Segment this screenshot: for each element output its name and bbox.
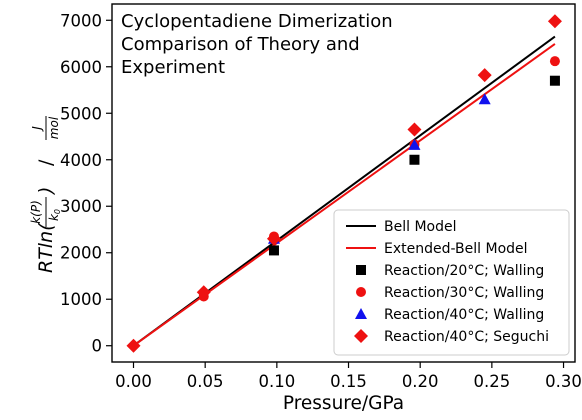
x-tick-label: 0.15	[330, 372, 367, 391]
legend-label: Reaction/40°C; Walling	[384, 307, 544, 323]
y-label-frac-den-sub: 0	[53, 209, 62, 214]
x-axis-label: Pressure/GPa	[283, 393, 404, 414]
data-markers	[126, 14, 562, 353]
plot-area	[111, 3, 576, 363]
legend-marker-swatch	[356, 265, 366, 275]
chart-title: Cyclopentadiene Dimerization Comparison …	[121, 11, 393, 78]
y-tick-label: 5000	[60, 104, 102, 123]
x-tick-label: 0.05	[187, 372, 224, 391]
legend: Bell Model Extended-Bell Model Reaction/20…	[333, 209, 570, 356]
y-label-frac-num: k(P)	[29, 200, 43, 224]
y-tick-label: 2000	[60, 244, 102, 263]
legend-items: Bell Model Extended-Bell Model Reaction/20…	[346, 219, 549, 345]
square-marker-point	[409, 154, 420, 165]
legend-label: Bell Model	[384, 219, 456, 235]
y-axis-ticks: 0 1000 2000 3000 4000 5000 6000 7000	[60, 11, 112, 356]
y-tick-label: 0	[92, 337, 103, 356]
triangle-marker-point	[478, 93, 491, 105]
y-tick-label: 3000	[60, 197, 102, 216]
y-label-unit-num: J	[30, 126, 44, 132]
x-tick-label: 0.20	[402, 372, 439, 391]
legend-label: Extended-Bell Model	[384, 241, 528, 257]
legend-label: Reaction/20°C; Walling	[384, 263, 544, 279]
diamond-marker-point	[126, 338, 141, 353]
square-marker-point	[549, 75, 560, 86]
y-tick-label: 4000	[60, 151, 102, 170]
chart-title-line-3: Experiment	[121, 57, 225, 78]
y-label-slash: /	[35, 159, 57, 166]
y-tick-label: 6000	[60, 58, 102, 77]
legend-marker-swatch	[355, 308, 367, 319]
circle-marker-point	[549, 56, 560, 67]
y-label-prefix: RTln(	[35, 222, 57, 273]
diamond-marker-point	[266, 231, 281, 246]
y-tick-label: 7000	[60, 11, 102, 30]
x-axis-ticks: 0.00 0.05 0.10 0.15 0.20 0.25 0.30	[115, 362, 582, 391]
square-marker-point	[268, 245, 279, 256]
diamond-marker-point	[196, 285, 211, 300]
y-label-suffix: )	[35, 187, 57, 196]
y-axis-label: RTln( k(P) k0 ) / J mol	[29, 116, 62, 273]
diamond-marker-point	[407, 122, 422, 137]
y-label-frac-den-main: k	[47, 213, 61, 221]
chart-title-line-2: Comparison of Theory and	[121, 34, 360, 55]
x-tick-label: 0.00	[115, 372, 152, 391]
chart-title-line-1: Cyclopentadiene Dimerization	[121, 11, 393, 32]
x-tick-label: 0.25	[473, 372, 510, 391]
y-label-frac-den: k0	[47, 209, 62, 221]
x-tick-label: 0.30	[545, 372, 582, 391]
y-label-unit-den: mol	[47, 116, 61, 139]
triangle-marker-point	[408, 138, 421, 150]
legend-label: Reaction/30°C; Walling	[384, 285, 544, 301]
y-tick-label: 1000	[60, 290, 102, 309]
legend-marker-swatch	[356, 287, 366, 297]
legend-marker-swatch	[354, 329, 368, 343]
diamond-marker-point	[547, 14, 562, 29]
x-tick-label: 0.10	[258, 372, 295, 391]
legend-box	[333, 209, 570, 356]
legend-label: Reaction/40°C; Seguchi	[384, 329, 549, 345]
diamond-marker-point	[477, 68, 492, 83]
